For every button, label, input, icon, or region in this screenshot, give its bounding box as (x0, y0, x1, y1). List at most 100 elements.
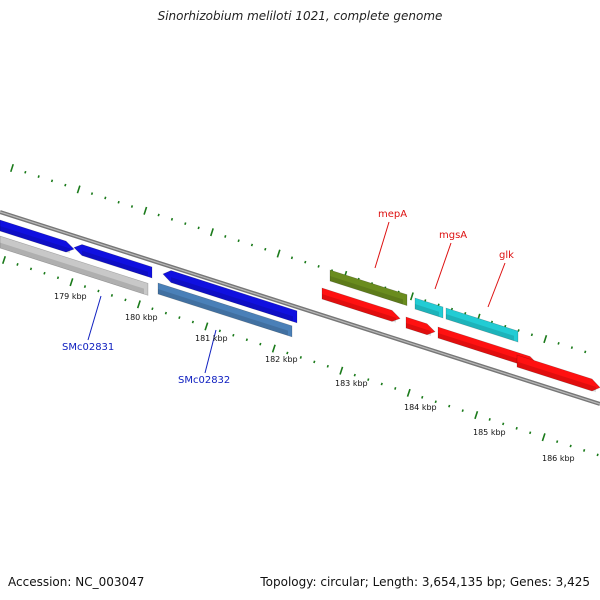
outer-tick-41 (557, 341, 560, 345)
inner-tick-28 (380, 382, 383, 386)
tick-label-185: 185 kbp (473, 428, 506, 437)
inner-tick-24 (326, 364, 329, 368)
gene-arrow-smc02832 (157, 282, 293, 338)
outer-tick-19 (264, 247, 267, 251)
outer-tick-4 (64, 183, 67, 187)
gene-features (0, 219, 600, 393)
inner-tick-41 (556, 440, 559, 443)
gene-label-smc02832[interactable]: SMc02832 (178, 375, 230, 386)
inner-tick-42 (569, 444, 572, 448)
outer-tick-43 (584, 350, 587, 354)
gene-arrow-smc02832-shade (158, 289, 288, 336)
outer-tick-11 (157, 213, 160, 217)
tick-label-180: 180 kbp (125, 313, 158, 322)
tick-label-181: 181 kbp (195, 334, 228, 343)
inner-tick-36 (488, 418, 491, 421)
gene-arrow-red-4-shade (517, 361, 596, 393)
outer-tick-39 (530, 333, 534, 337)
outer-tick-23 (317, 264, 320, 268)
inner-tick-6 (83, 285, 87, 288)
gene-arrow-mepa (329, 269, 408, 307)
inner-tick-11 (151, 307, 154, 311)
outer-tick-6 (90, 192, 94, 196)
outer-tick-3 (50, 179, 54, 183)
inner-tick-ring (1, 255, 599, 457)
gene-arrow-glk-cyan (445, 307, 519, 343)
inner-tick-23 (313, 360, 316, 364)
gene-arrow-mgsa-shade (415, 304, 439, 317)
leader-mgsa (434, 242, 452, 290)
inner-tick-39 (529, 431, 532, 435)
gene-arrow-blue-1-shade (0, 226, 70, 254)
outer-tick-22 (304, 260, 307, 264)
inner-tick-32 (434, 400, 437, 404)
inner-tick-7 (97, 289, 100, 293)
outer-tick-14 (197, 226, 200, 230)
outer-tick-20 (276, 249, 281, 258)
gene-arrow-blue-1 (0, 219, 75, 253)
accession-label: Accession: NC_003047 (8, 575, 145, 589)
outer-tick-40 (543, 335, 548, 344)
gene-arrow-smc02831-shade (0, 242, 144, 295)
inner-tick-29 (394, 387, 397, 390)
gene-arrow-red-2 (405, 316, 436, 336)
outer-tick-2 (37, 175, 40, 178)
outer-tick-7 (104, 196, 107, 200)
gene-arrow-glk-cyan-shade (446, 314, 514, 341)
inner-tick-35 (474, 410, 479, 420)
inner-tick-1 (16, 263, 19, 266)
gene-arrow-mepa-shade (330, 276, 403, 305)
tick-label-182: 182 kbp (265, 355, 298, 364)
inner-tick-40 (541, 433, 546, 442)
outer-tick-15 (209, 228, 214, 237)
inner-tick-26 (353, 373, 356, 377)
leader-smc02831 (87, 295, 102, 341)
outer-tick-9 (130, 205, 134, 208)
gene-arrow-mgsa (414, 297, 444, 319)
gene-label-mepa[interactable]: mepA (378, 209, 407, 220)
gene-label-smc02831[interactable]: SMc02831 (62, 342, 114, 353)
outer-tick-17 (237, 239, 240, 243)
gene-label-mgsa[interactable]: mgsA (439, 230, 467, 241)
outer-tick-0 (10, 163, 14, 173)
outer-tick-5 (76, 185, 81, 194)
inner-tick-14 (191, 320, 195, 324)
inner-tick-9 (124, 298, 127, 302)
inner-tick-30 (406, 388, 411, 397)
gene-arrow-red-1 (321, 287, 401, 322)
outer-tick-30 (409, 292, 414, 301)
genome-backbone (0, 210, 600, 406)
inner-tick-8 (110, 294, 114, 297)
outer-tick-16 (224, 235, 227, 238)
inner-tick-18 (245, 338, 248, 342)
inner-tick-21 (286, 351, 289, 355)
gene-arrow-smc02831 (0, 235, 149, 296)
gene-arrow-blue-2 (73, 244, 153, 279)
map-labels: 179 kbp 180 kbp 181 kbp 182 kbp 183 kbp … (54, 209, 575, 463)
outer-tick-10 (143, 206, 148, 215)
inner-tick-17 (232, 333, 235, 337)
gene-arrow-red-2-shade (406, 323, 431, 336)
outer-tick-42 (570, 346, 574, 350)
outer-tick-1 (24, 170, 27, 174)
inner-tick-20 (271, 344, 276, 353)
gene-arrow-red-1-shade (322, 294, 396, 323)
gene-label-glk[interactable]: glk (499, 250, 514, 261)
tick-label-183: 183 kbp (335, 379, 368, 388)
inner-tick-5 (69, 278, 74, 287)
inner-tick-22 (299, 356, 302, 359)
gene-arrow-blue-3 (162, 270, 298, 324)
tick-label-186: 186 kbp (542, 454, 575, 463)
inner-tick-27 (367, 378, 370, 381)
inner-tick-13 (178, 316, 181, 319)
outer-tick-18 (250, 243, 254, 247)
inner-tick-0 (1, 255, 7, 265)
inner-tick-43 (583, 449, 586, 452)
gene-arrow-red-3-shade (438, 333, 534, 369)
inner-tick-12 (164, 311, 168, 315)
leader-smc02832 (204, 329, 217, 374)
tick-label-179: 179 kbp (54, 292, 87, 301)
inner-tick-16 (218, 329, 222, 333)
